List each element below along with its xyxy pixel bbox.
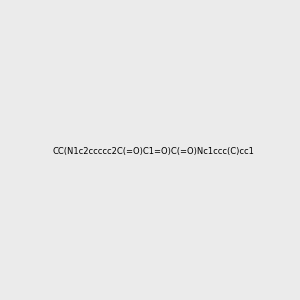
Text: CC(N1c2ccccc2C(=O)C1=O)C(=O)Nc1ccc(C)cc1: CC(N1c2ccccc2C(=O)C1=O)C(=O)Nc1ccc(C)cc1 [53, 147, 255, 156]
